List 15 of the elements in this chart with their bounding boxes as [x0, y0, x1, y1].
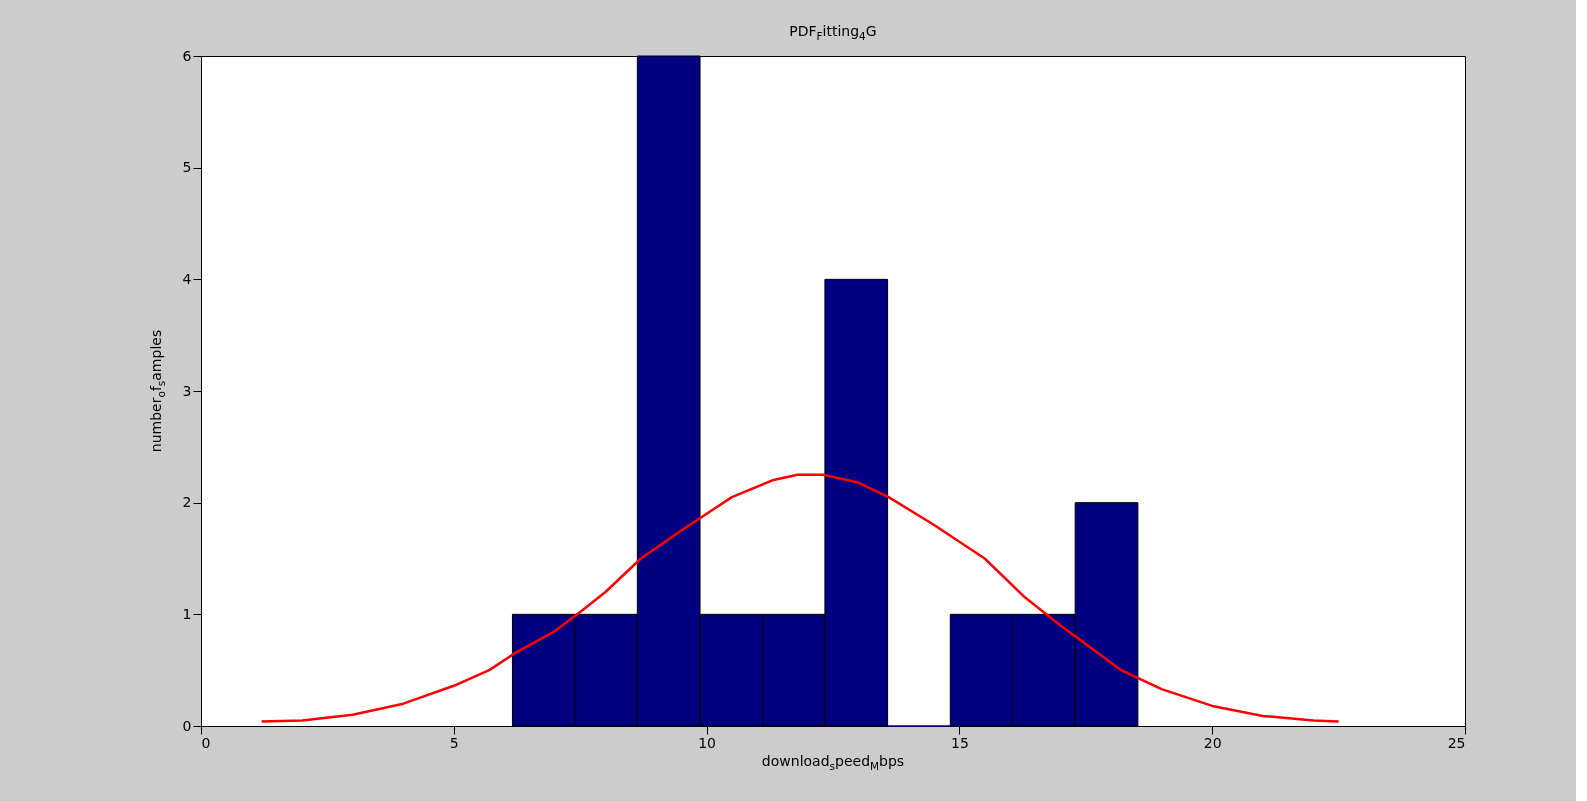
x-tick-label: 20	[1203, 734, 1222, 751]
y-tick-label: 6	[182, 47, 192, 64]
y-tick-label: 0	[182, 717, 192, 734]
y-axis-title: numberofsamples	[148, 329, 167, 453]
x-tick-label: 5	[449, 734, 459, 751]
y-tick-label: 1	[182, 605, 192, 622]
y-tick-label: 3	[182, 382, 192, 399]
x-tick-label: 25	[1447, 734, 1466, 751]
line-series	[260, 473, 1340, 723]
y-tick-label: 5	[182, 159, 192, 176]
x-tick-label: 10	[698, 734, 717, 751]
y-tick-label: 4	[182, 270, 192, 287]
y-tick-label: 2	[182, 494, 192, 511]
x-tick-label: 0	[201, 734, 211, 751]
x-tick-label: 15	[950, 734, 969, 751]
